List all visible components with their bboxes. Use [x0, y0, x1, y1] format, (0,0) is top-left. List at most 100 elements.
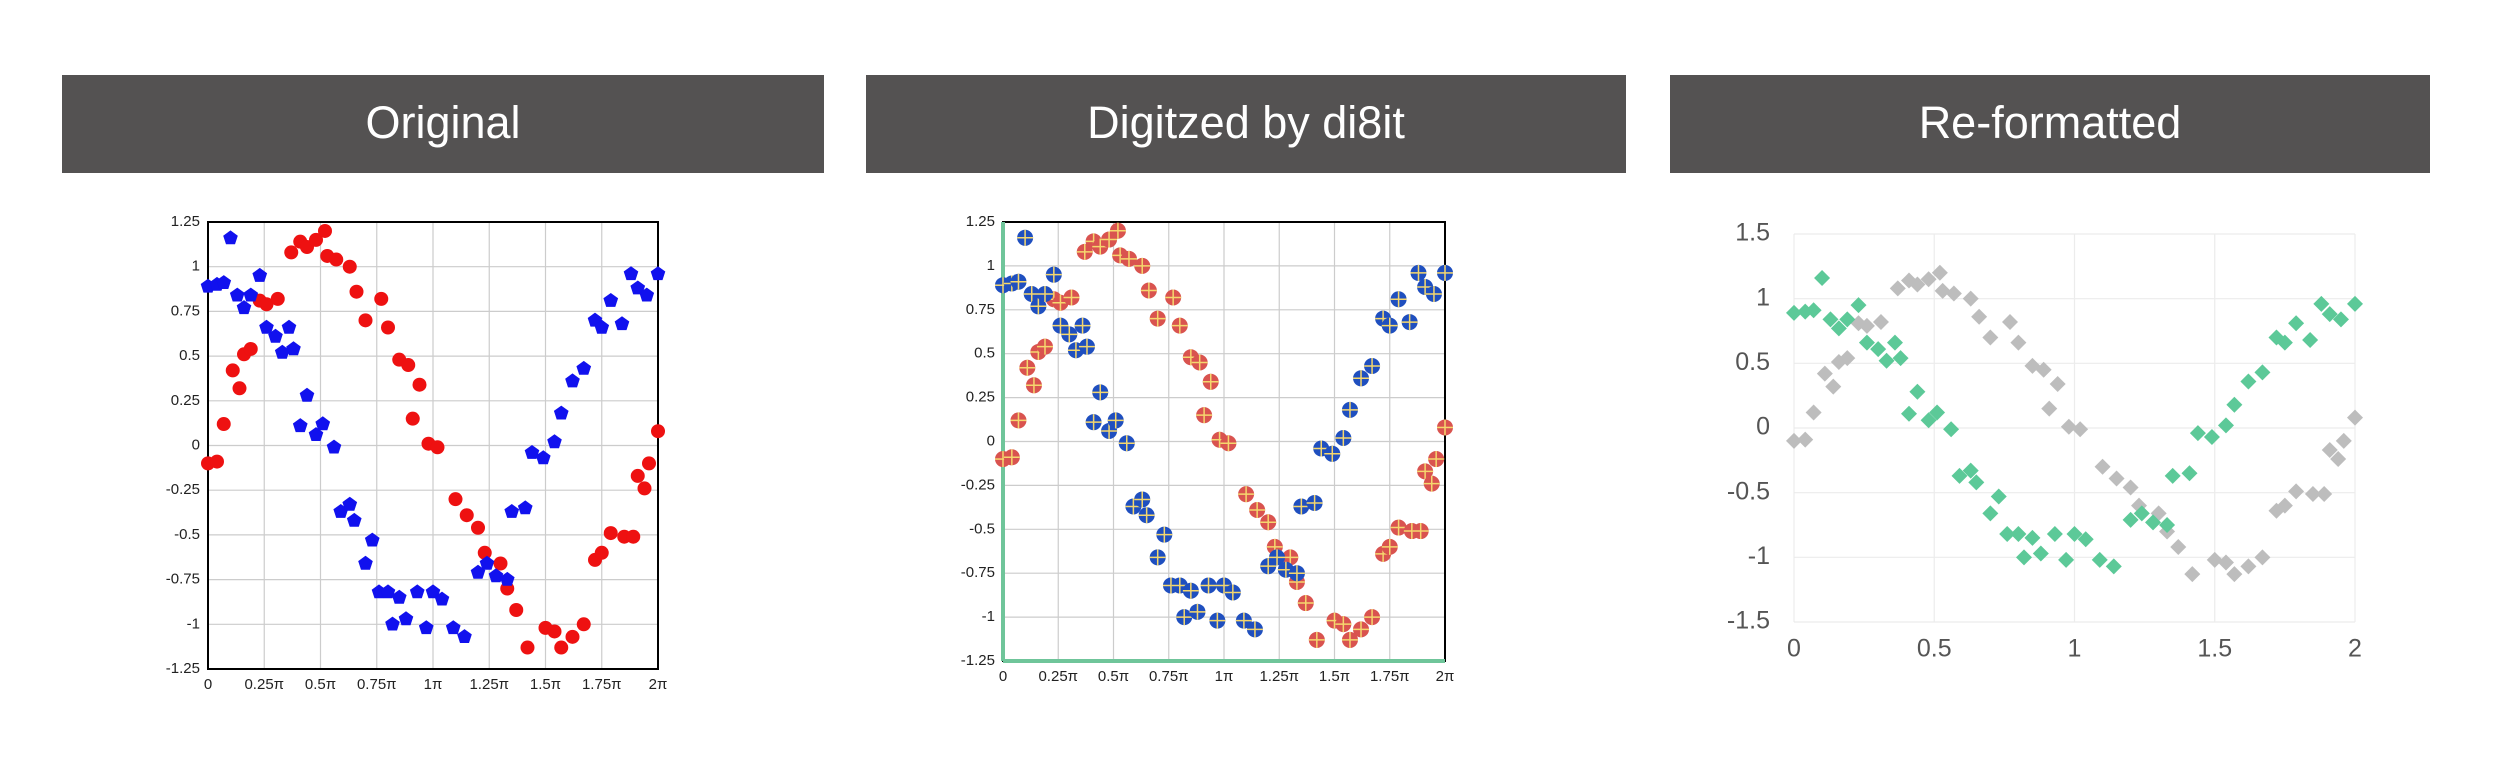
point — [1909, 383, 1926, 400]
point — [412, 377, 427, 392]
point — [2226, 566, 2243, 583]
x-tick-label: 1π — [1215, 668, 1234, 685]
point — [2060, 418, 2077, 435]
y-tick-label: 0 — [987, 432, 995, 449]
point — [554, 640, 569, 655]
y-tick-label: 0.5 — [974, 345, 995, 362]
point — [2010, 526, 2027, 543]
point — [1999, 526, 2016, 543]
x-tick-label: 0.5 — [1917, 635, 1952, 663]
point — [236, 300, 252, 315]
point — [391, 589, 407, 604]
point — [418, 620, 434, 635]
point — [2091, 551, 2108, 568]
point — [430, 440, 445, 455]
y-tick-label: -1 — [1748, 542, 1770, 570]
point — [594, 319, 610, 334]
point — [434, 591, 450, 606]
y-tick-label: 0 — [192, 436, 200, 453]
point — [2016, 549, 2033, 566]
point — [1990, 488, 2007, 505]
y-tick-label: 0.75 — [171, 302, 200, 319]
point — [626, 529, 641, 544]
point — [565, 629, 580, 644]
point — [1822, 311, 1839, 328]
point — [252, 267, 268, 282]
point — [210, 454, 224, 469]
point — [281, 319, 297, 334]
x-tick-label: 1π — [424, 676, 443, 693]
point — [2240, 558, 2257, 575]
point — [2049, 376, 2066, 393]
point — [326, 439, 342, 454]
y-tick-label: 0.25 — [171, 392, 200, 409]
point — [1909, 276, 1926, 293]
point — [524, 445, 540, 459]
y-tick-label: -0.75 — [961, 564, 995, 581]
point — [1931, 264, 1948, 281]
x-tick-label: 2 — [2348, 635, 2362, 663]
point — [2189, 425, 2206, 442]
point — [1943, 421, 1960, 438]
x-tick-label: 1.5π — [530, 676, 561, 693]
point — [2254, 364, 2271, 381]
point — [2304, 485, 2321, 502]
y-tick-label: -1 — [187, 615, 200, 632]
x-tick-label: 0.75π — [357, 676, 397, 693]
y-tick-label: -0.5 — [174, 526, 200, 543]
point — [448, 492, 463, 507]
point — [520, 640, 535, 655]
point — [2347, 409, 2363, 426]
point — [409, 584, 425, 599]
y-tick-label: -0.5 — [1727, 477, 1770, 505]
point — [309, 232, 323, 247]
x-tick-label: 0.25π — [244, 676, 284, 693]
point — [457, 629, 472, 643]
point — [315, 416, 331, 431]
point — [630, 468, 645, 483]
header-title: Digitzed by di8it — [1087, 97, 1405, 148]
x-tick-label: 2π — [649, 676, 668, 693]
y-tick-label: -0.75 — [166, 571, 200, 588]
point — [2240, 373, 2257, 390]
point — [2321, 441, 2338, 458]
x-tick-label: 0.5π — [305, 676, 336, 693]
point — [2288, 315, 2305, 332]
x-tick-label: 0 — [1787, 635, 1801, 663]
point — [1797, 431, 1814, 448]
point — [509, 602, 524, 617]
point — [401, 358, 416, 373]
y-tick-label: -1.25 — [961, 652, 995, 669]
y-tick-label: 1.25 — [966, 213, 995, 230]
point — [499, 571, 515, 586]
point — [1934, 282, 1951, 299]
point — [270, 291, 285, 306]
point — [2122, 479, 2139, 496]
x-tick-label: 2π — [1436, 668, 1455, 685]
point — [229, 287, 245, 302]
point — [425, 584, 441, 599]
y-tick-label: 1 — [987, 257, 995, 274]
point — [225, 363, 240, 378]
point — [243, 341, 258, 356]
y-tick-label: 1 — [1756, 283, 1770, 311]
point — [2330, 451, 2347, 468]
point — [1816, 365, 1833, 382]
x-tick-label: 0.5π — [1098, 668, 1129, 685]
point — [594, 545, 609, 560]
point — [223, 230, 238, 245]
point — [1839, 311, 1856, 328]
point — [479, 555, 495, 570]
x-tick-label: 0 — [999, 668, 1007, 685]
header-title: Original — [365, 97, 520, 148]
point — [459, 508, 474, 523]
point — [642, 456, 656, 471]
point — [1901, 405, 1918, 422]
point — [517, 500, 533, 515]
point — [2347, 295, 2363, 312]
point — [2217, 417, 2234, 434]
point — [504, 504, 520, 518]
point — [1870, 341, 1887, 358]
point — [259, 297, 274, 312]
point — [2024, 529, 2041, 546]
